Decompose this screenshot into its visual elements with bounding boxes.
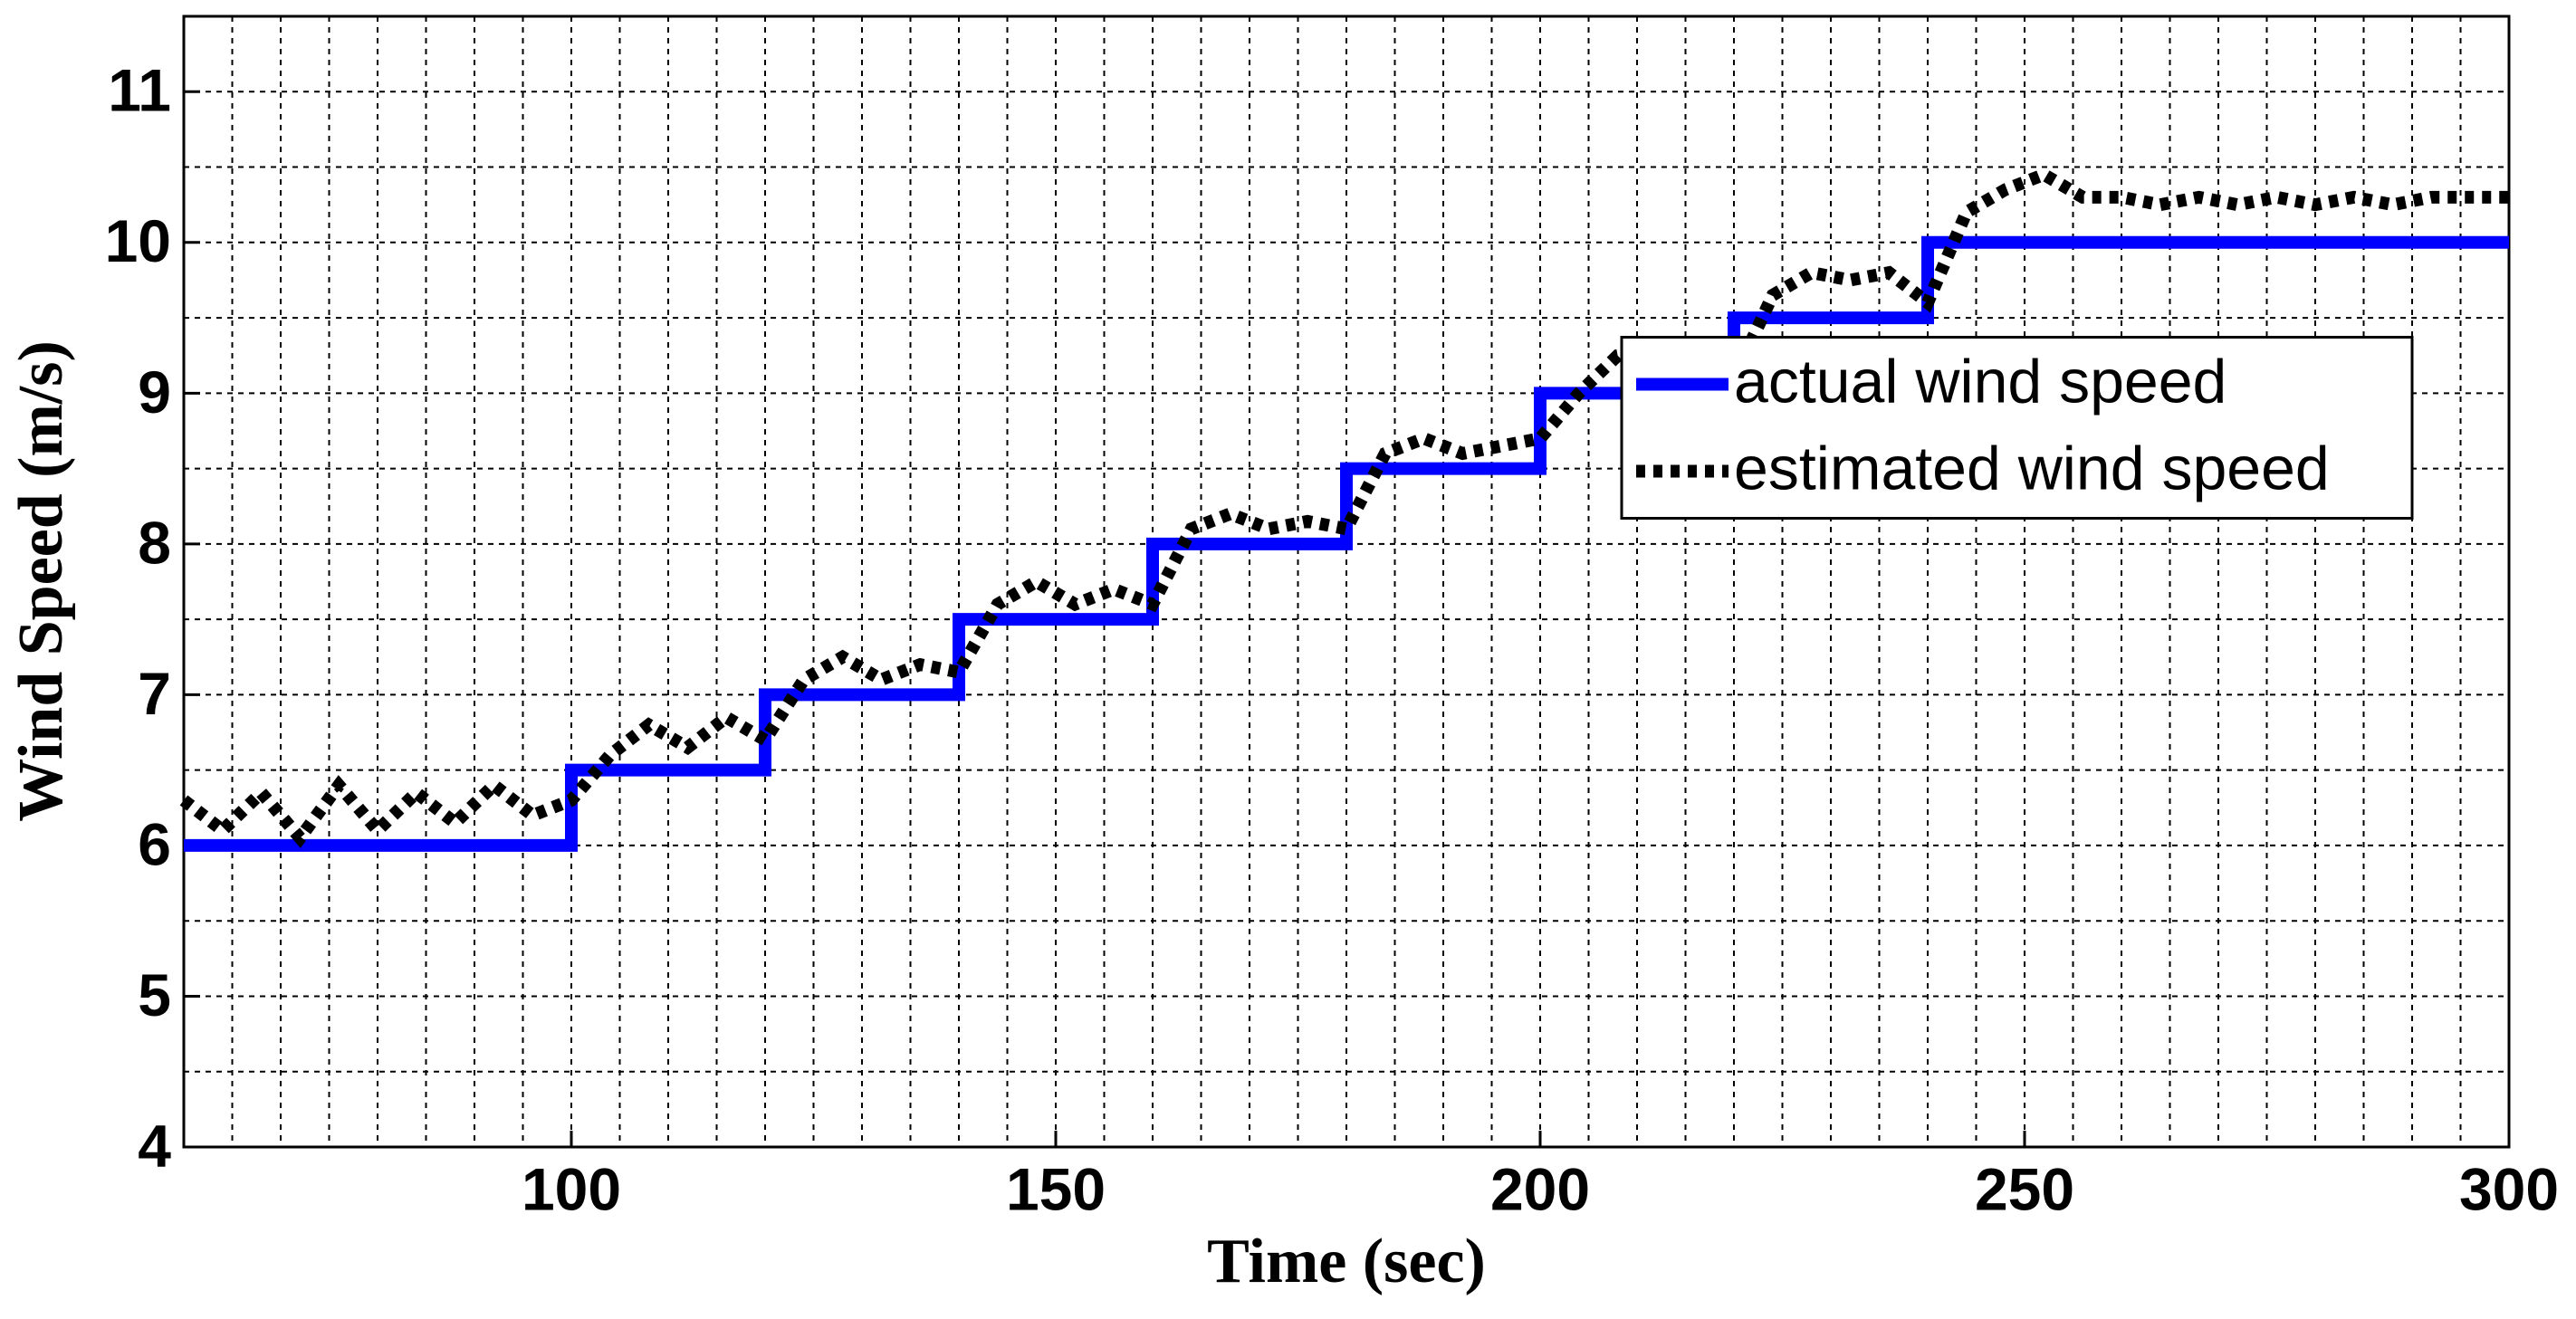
x-tick-label: 100 [522, 1155, 621, 1222]
data-line [179, 167, 2509, 848]
x-axis-label: Time (sec) [1207, 1227, 1486, 1296]
x-tick-label: 300 [2459, 1155, 2559, 1222]
y-tick-label: 8 [138, 509, 171, 576]
y-tick-label: 6 [138, 810, 171, 877]
y-tick-label: 9 [138, 358, 171, 425]
x-tick-label: 150 [1006, 1155, 1106, 1222]
legend-label: estimated wind speed [1734, 434, 2330, 502]
y-tick-label: 5 [138, 961, 171, 1028]
plot-frame [182, 14, 2511, 1149]
y-tick-label: 4 [138, 1112, 171, 1179]
x-tick-label: 250 [1975, 1155, 2074, 1222]
y-tick-label: 10 [105, 207, 171, 274]
legend-label: actual wind speed [1734, 347, 2226, 416]
legend-box [1620, 336, 2414, 520]
x-tick-label: 200 [1490, 1155, 1590, 1222]
y-tick-label: 7 [138, 660, 171, 727]
y-tick-label: 11 [108, 57, 171, 124]
data-line [184, 235, 2509, 852]
y-axis-label: Wind Speed (m/s) [6, 340, 76, 822]
